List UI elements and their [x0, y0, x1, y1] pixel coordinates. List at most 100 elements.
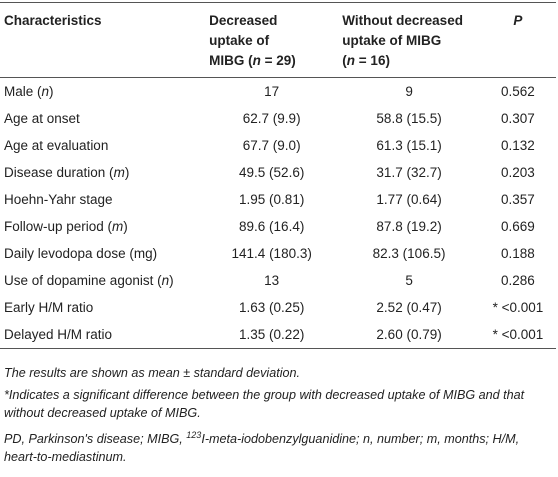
cell-text: 1.95 (0.81)	[239, 192, 305, 207]
header-row: Characteristics Decreased uptake of MIBG…	[0, 2, 556, 78]
row-label-cell: Age at onset	[0, 105, 205, 132]
cell-text: 82.3 (106.5)	[372, 246, 446, 261]
footnote-text: *Indicates a significant difference betw…	[4, 387, 525, 421]
header-text: (	[342, 53, 347, 68]
value-cell: 13	[205, 267, 338, 294]
cell-text: 0.188	[501, 246, 535, 261]
footnotes: The results are shown as mean ± standard…	[4, 364, 554, 470]
table-row: Use of dopamine agonist (n) 13 5 0.286	[0, 267, 556, 294]
footnote: *Indicates a significant difference betw…	[4, 386, 554, 423]
table-row: Age at evaluation 67.7 (9.0) 61.3 (15.1) 0.…	[0, 132, 556, 159]
cell-text: 9	[405, 84, 413, 99]
row-label: Hoehn-Yahr stage	[4, 192, 113, 207]
value-cell: 0.286	[480, 267, 556, 294]
header-cell: Without decreased uptake of MIBG (n = 16…	[338, 2, 480, 78]
value-cell: 31.7 (32.7)	[338, 159, 480, 186]
table-header: Characteristics Decreased uptake of MIBG…	[0, 2, 556, 78]
value-cell: 89.6 (16.4)	[205, 213, 338, 240]
header-text: Decreased	[209, 13, 278, 28]
cell-text: 1.77 (0.64)	[376, 192, 442, 207]
value-cell: 1.95 (0.81)	[205, 186, 338, 213]
value-cell: 2.60 (0.79)	[338, 321, 480, 349]
table-row: Early H/M ratio 1.63 (0.25) 2.52 (0.47) * <…	[0, 294, 556, 321]
row-label: )	[123, 219, 128, 234]
cell-text: 62.7 (9.9)	[242, 111, 301, 126]
cell-text: 0.307	[501, 111, 535, 126]
value-cell: 58.8 (15.5)	[338, 105, 480, 132]
footnote-text: PD, Parkinson's disease; MIBG,	[4, 431, 187, 446]
table-row: Follow-up period (m) 89.6 (16.4) 87.8 (19.…	[0, 213, 556, 240]
header-cell: Decreased uptake of MIBG (n = 29)	[205, 2, 339, 78]
value-cell: 1.63 (0.25)	[205, 294, 338, 321]
table-row: Disease duration (m) 49.5 (52.6) 31.7 (32.…	[0, 159, 556, 186]
row-label: m	[113, 165, 125, 180]
header-text: n	[252, 53, 261, 68]
value-cell: 0.669	[480, 213, 556, 240]
footnote-text: The results are shown as mean ± standard…	[4, 366, 301, 380]
row-label-cell: Male (n)	[0, 78, 205, 106]
row-label-cell: Use of dopamine agonist (n)	[0, 267, 205, 294]
table-row: Age at onset 62.7 (9.9) 58.8 (15.5) 0.307	[0, 105, 556, 132]
value-cell: * <0.001	[480, 294, 556, 321]
value-cell: 0.357	[480, 186, 556, 213]
row-label-cell: Early H/M ratio	[0, 294, 205, 321]
value-cell: 0.188	[480, 240, 556, 267]
cell-text: 58.8 (15.5)	[376, 111, 442, 126]
value-cell: 82.3 (106.5)	[338, 240, 480, 267]
row-label-cell: Daily levodopa dose (mg)	[0, 240, 205, 267]
value-cell: 0.562	[480, 78, 556, 106]
row-label-cell: Delayed H/M ratio	[0, 321, 206, 349]
header-text: MIBG (	[209, 53, 253, 68]
value-cell: 62.7 (9.9)	[205, 105, 338, 132]
row-label: Disease duration (	[4, 165, 114, 180]
cell-text: 1.35 (0.22)	[239, 327, 305, 342]
cell-text: 89.6 (16.4)	[239, 219, 305, 234]
cell-text: 5	[405, 273, 413, 288]
footnote-superscript: 123	[186, 429, 202, 440]
header-cell: P	[479, 2, 556, 78]
row-label: Early H/M ratio	[4, 300, 94, 315]
row-label: n	[161, 273, 170, 288]
value-cell: 67.7 (9.0)	[205, 132, 338, 159]
cell-text: 31.7 (32.7)	[376, 165, 442, 180]
cell-text: 1.63 (0.25)	[239, 300, 305, 315]
value-cell: 0.307	[480, 105, 556, 132]
cell-text: 0.286	[501, 273, 535, 288]
row-label: )	[124, 165, 130, 180]
row-label-cell: Disease duration (m)	[0, 159, 205, 186]
value-cell: 49.5 (52.6)	[205, 159, 338, 186]
value-cell: 61.3 (15.1)	[338, 132, 480, 159]
row-label: Follow-up period (	[4, 219, 113, 234]
table-row: Male (n) 17 9 0.562	[0, 78, 556, 106]
table-row: Hoehn-Yahr stage 1.95 (0.81) 1.77 (0.64) 0.…	[0, 186, 556, 213]
cell-text: 0.132	[501, 138, 535, 153]
footnote: The results are shown as mean ± standard…	[4, 364, 554, 383]
row-label: Age at evaluation	[4, 138, 109, 153]
row-label: Daily levodopa dose (mg)	[4, 246, 158, 261]
row-label: n	[41, 84, 50, 99]
header-text: Characteristics	[4, 13, 102, 28]
row-label-cell: Age at evaluation	[0, 132, 205, 159]
cell-text: 49.5 (52.6)	[239, 165, 305, 180]
header-text: = 16)	[355, 53, 390, 68]
cell-text: 2.60 (0.79)	[376, 327, 442, 342]
header-text: uptake of MIBG	[342, 33, 442, 48]
value-cell: 0.203	[480, 159, 556, 186]
value-cell: 17	[205, 78, 338, 106]
header-text: = 29)	[260, 53, 296, 68]
value-cell: 5	[338, 267, 480, 294]
cell-text: 17	[264, 84, 280, 99]
cell-text: * <0.001	[492, 327, 544, 342]
cell-text: 0.562	[501, 84, 535, 99]
cell-text: 67.7 (9.0)	[242, 138, 301, 153]
cell-text: 0.357	[501, 192, 535, 207]
row-label: Male (	[4, 84, 42, 99]
table-row: Daily levodopa dose (mg) 141.4 (180.3) 82.…	[0, 240, 556, 267]
cell-text: 13	[264, 273, 280, 288]
row-label: m	[112, 219, 124, 234]
row-label-cell: Follow-up period (m)	[0, 213, 205, 240]
data-table: Characteristics Decreased uptake of MIBG…	[0, 2, 556, 349]
row-label: Use of dopamine agonist (	[4, 273, 162, 288]
value-cell: 141.4 (180.3)	[205, 240, 338, 267]
